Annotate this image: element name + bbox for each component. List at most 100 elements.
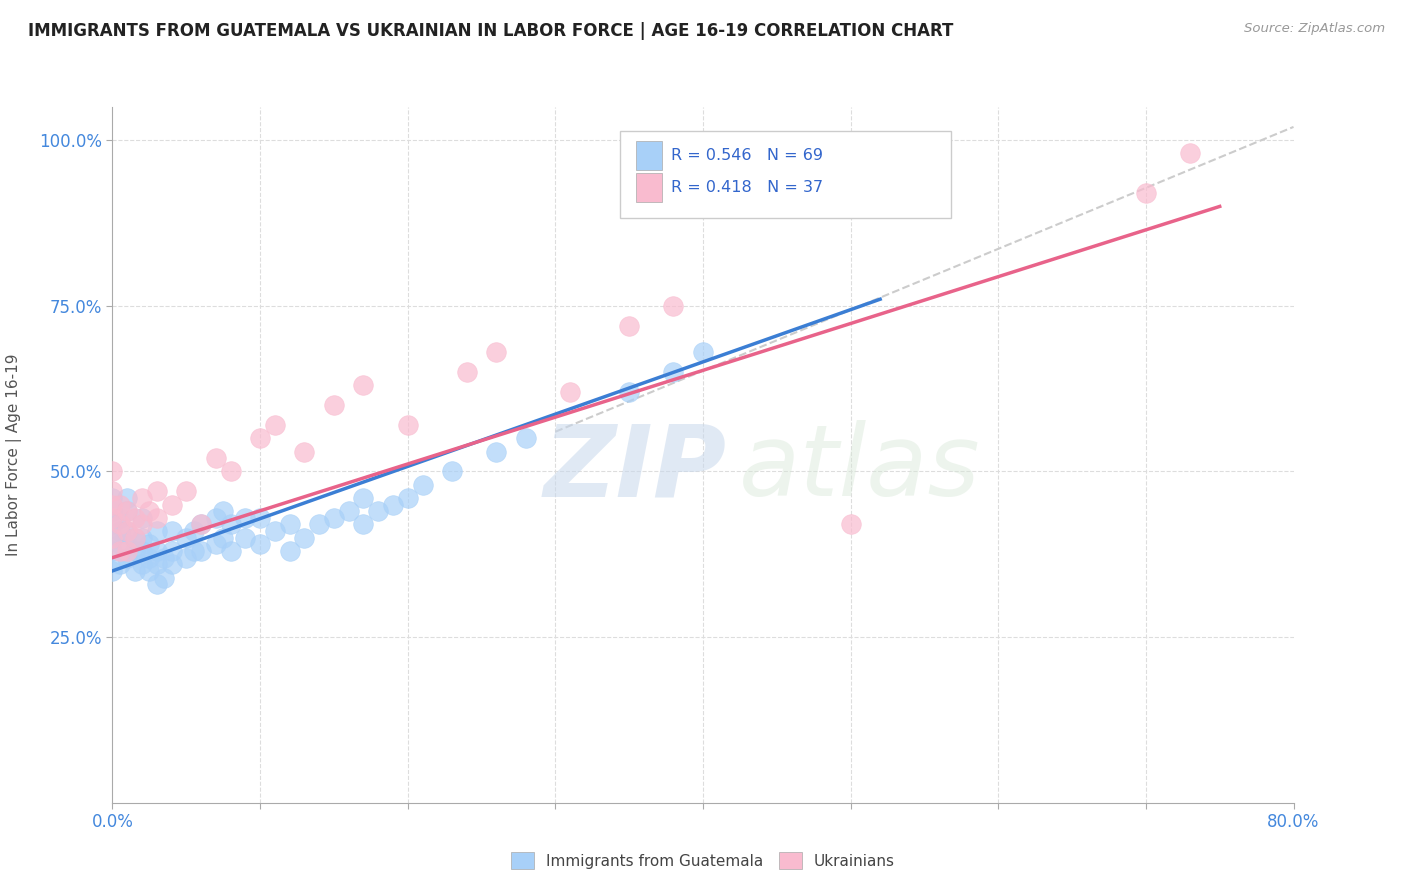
Point (278, 517, 301, 532)
Point (153, 550, 176, 565)
Point (662, 365, 685, 379)
Point (233, 511, 256, 525)
Point (160, 544, 183, 558)
Point (117, 524, 138, 538)
Point (323, 398, 346, 412)
Point (292, 444, 315, 458)
Point (219, 544, 242, 558)
Y-axis label: In Labor Force | Age 16-19: In Labor Force | Age 16-19 (7, 353, 22, 557)
Point (212, 531, 235, 545)
Point (1135, 186, 1157, 201)
Point (264, 524, 287, 538)
Point (101, 531, 124, 545)
Text: R = 0.546   N = 69: R = 0.546 N = 69 (671, 148, 823, 163)
Point (101, 491, 124, 505)
Point (101, 504, 124, 518)
Point (101, 498, 124, 512)
Point (108, 558, 131, 572)
Point (174, 550, 197, 565)
Point (352, 491, 374, 505)
FancyBboxPatch shape (620, 131, 950, 219)
Point (124, 511, 146, 525)
Point (138, 564, 160, 578)
Point (249, 431, 271, 445)
Point (190, 517, 212, 532)
Point (131, 491, 153, 505)
Point (308, 517, 330, 532)
Point (101, 531, 124, 545)
Point (160, 558, 183, 572)
FancyBboxPatch shape (636, 141, 662, 170)
Point (219, 465, 242, 479)
Point (117, 491, 138, 505)
Point (205, 511, 228, 525)
FancyBboxPatch shape (636, 173, 662, 202)
Point (160, 498, 183, 512)
Point (619, 384, 641, 399)
Point (138, 550, 160, 565)
Point (138, 537, 160, 551)
Point (108, 498, 131, 512)
Point (108, 517, 131, 532)
Point (485, 444, 508, 458)
Point (138, 504, 160, 518)
Point (124, 531, 146, 545)
Point (264, 418, 287, 433)
Point (205, 537, 228, 551)
Point (219, 517, 242, 532)
Text: R = 0.418   N = 37: R = 0.418 N = 37 (671, 180, 824, 195)
Point (441, 465, 464, 479)
Text: Source: ZipAtlas.com: Source: ZipAtlas.com (1244, 22, 1385, 36)
Point (101, 517, 124, 532)
Point (619, 318, 641, 333)
Point (456, 365, 478, 379)
Point (101, 544, 124, 558)
Point (117, 504, 138, 518)
Point (292, 531, 315, 545)
Point (108, 544, 131, 558)
Point (160, 524, 183, 538)
Point (117, 524, 138, 538)
Point (249, 511, 271, 525)
Point (839, 517, 862, 532)
Point (117, 504, 138, 518)
Point (205, 451, 228, 466)
Point (352, 378, 374, 392)
Point (131, 558, 153, 572)
Text: ZIP: ZIP (544, 420, 727, 517)
Point (131, 517, 153, 532)
Point (485, 345, 508, 359)
Point (146, 511, 169, 525)
Point (131, 511, 153, 525)
Point (337, 504, 360, 518)
Point (183, 524, 205, 538)
Point (131, 531, 153, 545)
Point (101, 564, 124, 578)
Text: atlas: atlas (738, 420, 980, 517)
Point (101, 484, 124, 499)
Point (558, 384, 582, 399)
Point (233, 531, 256, 545)
Point (146, 544, 169, 558)
Legend: Immigrants from Guatemala, Ukrainians: Immigrants from Guatemala, Ukrainians (505, 847, 901, 875)
Point (190, 544, 212, 558)
Point (174, 531, 197, 545)
Point (124, 564, 146, 578)
Point (124, 531, 146, 545)
Point (212, 504, 235, 518)
Point (382, 498, 405, 512)
Point (146, 524, 169, 538)
Point (249, 537, 271, 551)
Point (174, 484, 197, 499)
Point (367, 504, 389, 518)
Point (101, 465, 124, 479)
Point (124, 544, 146, 558)
Point (396, 418, 419, 433)
Point (108, 537, 131, 551)
Point (411, 477, 433, 491)
Point (1178, 146, 1201, 161)
Point (146, 484, 169, 499)
Point (692, 345, 714, 359)
Point (352, 517, 374, 532)
Point (515, 431, 537, 445)
